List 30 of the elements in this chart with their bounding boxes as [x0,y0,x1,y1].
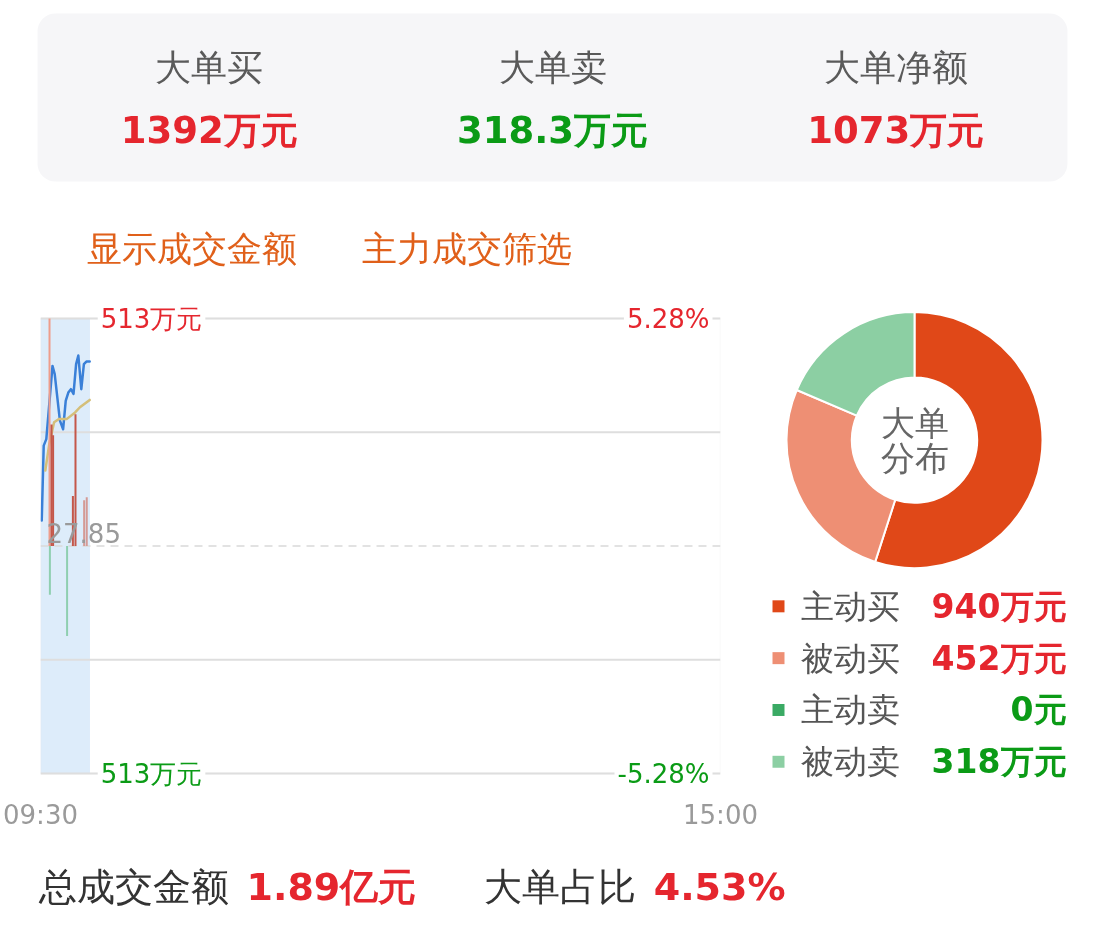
category-label: 大单净额 [823,47,968,88]
text: 1073万元 [807,109,985,152]
text: 1392万元 [120,109,298,152]
data-label: 318万元 [931,742,1067,782]
x-tick-label: 09:30 [3,799,78,830]
legend-label: 被动买 [800,638,900,678]
y2-tick-label: 513万元 [100,758,203,789]
text: 4.53% [653,864,786,909]
data-label: 452万元 [931,638,1067,678]
bar [48,546,51,595]
y-tick-label: 5.28% [626,303,710,334]
legend-label: 主动买 [800,586,900,626]
legend-label: 被动卖 [800,742,900,782]
text: 318.3万元 [456,109,649,152]
text: 0元 [1010,690,1067,730]
text: 主力成交筛选 [361,228,572,269]
y2-tick-label: 513万元 [100,303,203,334]
line-series [40,354,91,522]
data-label: 940万元 [931,586,1067,626]
category-label: 大单卖 [498,47,607,88]
category-label: 大单占比 [483,864,636,909]
text: 显示成交金额 [86,228,297,269]
legend-label: 主动卖 [800,690,900,730]
category-label: 大单买 [155,47,264,88]
text: 1.89亿元 [246,864,417,909]
text: 大单分布 [880,402,949,478]
y-tick-label: -5.28% [617,758,710,789]
category-label: 总成交金额 [37,864,229,909]
x-tick-label: 15:00 [683,799,758,830]
bar [66,546,69,637]
